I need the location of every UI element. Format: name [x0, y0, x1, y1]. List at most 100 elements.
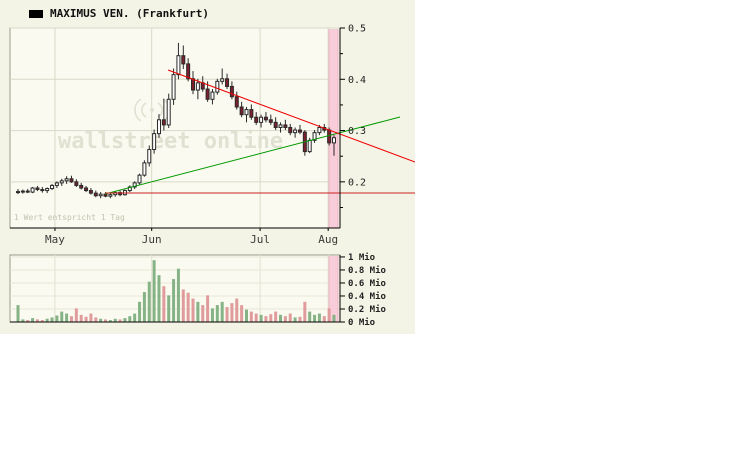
volume-bar [162, 286, 166, 322]
candle-body [293, 129, 298, 134]
volume-bar [220, 301, 224, 322]
candle-body [254, 116, 259, 123]
volume-bar [230, 303, 234, 322]
price-tick-label: 0.3 [348, 126, 366, 137]
volume-bar [16, 305, 20, 322]
candle-body [50, 184, 55, 190]
candle-body [171, 74, 176, 100]
candle-body [79, 184, 84, 189]
volume-bar [104, 319, 108, 322]
volume-bar [89, 313, 93, 322]
candle-body [142, 162, 147, 176]
volume-bar [26, 320, 30, 322]
volume-bar [167, 295, 171, 322]
green-uptrend-line [104, 116, 401, 195]
chart-note: 1 Wert entspricht 1 Tag [14, 213, 125, 222]
candle-body [307, 139, 312, 153]
candle-body [103, 193, 108, 197]
month-label: Jul [250, 233, 270, 246]
candle-body [40, 189, 45, 192]
candle-body [64, 178, 69, 182]
series-color-swatch [29, 9, 43, 18]
candle-body [25, 190, 30, 193]
price-tick-label: 0.5 [348, 24, 366, 35]
volume-bar [133, 313, 137, 322]
price-tick-label: 0.2 [348, 177, 366, 188]
volume-bar [317, 313, 321, 322]
volume-bar [60, 311, 64, 322]
volume-bar [191, 298, 195, 322]
volume-bar [274, 311, 278, 322]
volume-bar [332, 314, 336, 322]
volume-bar [303, 301, 307, 322]
volume-bar [225, 307, 229, 322]
volume-bar [254, 313, 258, 322]
volume-bar [293, 317, 297, 322]
candle-body [268, 119, 273, 123]
volume-bar [84, 316, 88, 322]
candle-body [152, 133, 157, 151]
candle-body [35, 187, 40, 191]
volume-bar [322, 316, 326, 322]
candle-body [20, 190, 25, 193]
volume-bar [40, 320, 44, 322]
candle-body [263, 116, 268, 121]
candle-body [220, 78, 225, 82]
volume-bar [235, 298, 239, 322]
candle-body [225, 78, 230, 87]
volume-bar [327, 308, 331, 322]
month-label: Jun [142, 233, 162, 246]
candle-body [132, 182, 137, 188]
volume-bar [249, 311, 253, 322]
volume-bar [147, 281, 151, 322]
red-downtrend-line [167, 69, 415, 163]
month-label: May [45, 233, 65, 246]
candle-body [181, 55, 186, 65]
volume-bar [50, 317, 54, 322]
candle-body [278, 124, 283, 128]
price-tick-label: 0.4 [348, 75, 366, 86]
watermark-antenna-icon [150, 108, 154, 112]
volume-bar [283, 316, 287, 322]
candle-body [332, 137, 336, 144]
volume-bar [142, 292, 146, 322]
highlight-band [329, 29, 338, 228]
candle-body [108, 194, 113, 197]
volume-bar [215, 305, 219, 322]
candle-body [210, 91, 215, 100]
volume-bar [176, 268, 180, 322]
volume-bar [172, 279, 176, 322]
candle-body [59, 180, 64, 184]
candle-body [297, 129, 302, 133]
candle-body [84, 187, 89, 192]
volume-bar [259, 314, 263, 322]
candle-body [69, 178, 74, 183]
volume-bar [55, 315, 59, 322]
candle-body [215, 80, 220, 93]
candle-body [147, 149, 152, 164]
candle-body [176, 55, 181, 76]
candle-body [93, 192, 98, 197]
volume-bar [269, 314, 273, 322]
volume-bar [264, 316, 268, 322]
volume-bar [181, 289, 185, 322]
candle-body [239, 106, 244, 116]
volume-bar [123, 318, 127, 322]
volume-bar [69, 316, 73, 322]
volume-bar [279, 314, 283, 322]
volume-bar [240, 305, 244, 322]
candle-body [317, 126, 322, 134]
candle-body [244, 109, 249, 116]
watermark-antenna-icon [134, 98, 170, 122]
chart-header: MAXIMUS VEN. (Frankfurt) [29, 7, 209, 20]
month-label: Aug [318, 233, 338, 246]
volume-bar [113, 318, 117, 322]
volume-bar [45, 318, 49, 322]
volume-bar [94, 317, 98, 322]
volume-bar [152, 260, 156, 322]
volume-bar [288, 313, 292, 322]
highlight-band [329, 256, 338, 322]
candle-body [191, 78, 196, 91]
candle-body [283, 124, 288, 128]
